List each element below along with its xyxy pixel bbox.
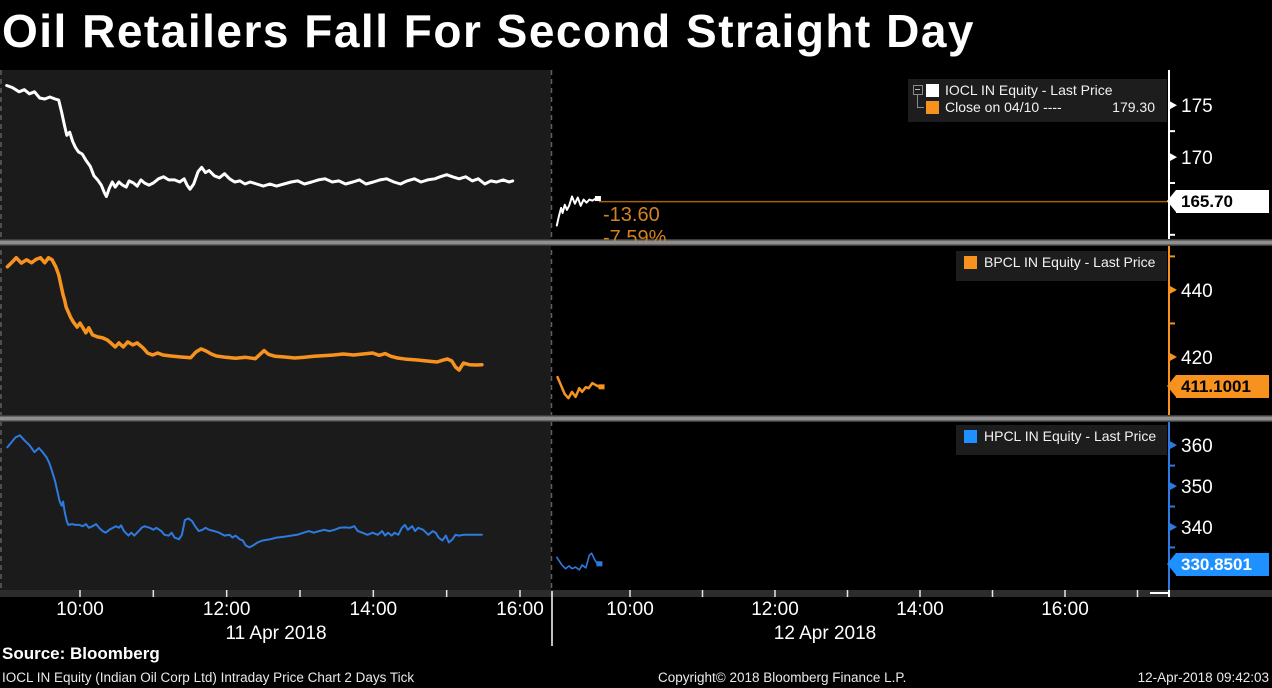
legend-tree-collapse-icon[interactable] <box>913 85 923 95</box>
time-label: 16:00 <box>496 599 544 620</box>
time-label: 14:00 <box>350 599 398 620</box>
y-tick-label: 420 <box>1181 348 1213 369</box>
y-minor-tick <box>1168 322 1175 325</box>
hour-tick <box>919 590 921 597</box>
y-minor-tick <box>1168 233 1175 236</box>
hour-tick <box>445 590 448 597</box>
price-line <box>555 195 597 227</box>
last-trade-dot <box>594 196 601 202</box>
legend-hpcl[interactable]: HPCL IN Equity - Last Price <box>956 425 1167 455</box>
panel-divider-bar <box>0 416 1272 421</box>
price-line <box>5 84 515 198</box>
y-tick-arrow-icon <box>1168 152 1177 163</box>
legend-bpcl[interactable]: BPCL IN Equity - Last Price <box>956 251 1167 281</box>
axis-corner-tick <box>1150 592 1168 594</box>
legend-tree-line <box>917 94 918 108</box>
hour-tick <box>225 590 228 597</box>
y-tick-label: 440 <box>1181 281 1213 302</box>
hour-tick <box>701 590 704 597</box>
day1-session-shade <box>0 70 551 240</box>
y-minor-tick <box>1168 181 1175 184</box>
legend-row-iocl: IOCL IN Equity - Last Price <box>908 82 1167 99</box>
axis-corner <box>1168 590 1170 597</box>
hour-tick <box>372 590 375 597</box>
y-tick-label: 360 <box>1181 436 1213 457</box>
last-trade-dot <box>598 384 605 390</box>
pct-change-label: -7.59% <box>603 226 667 241</box>
y-tick-arrow-icon <box>1168 481 1177 492</box>
iocl-last-price-badge[interactable]: 165.70 <box>1167 190 1269 214</box>
footer-chart-description: IOCL IN Equity (Indian Oil Corp Ltd) Int… <box>2 670 415 685</box>
footer-bar: IOCL IN Equity (Indian Oil Corp Ltd) Int… <box>0 668 1272 688</box>
price-line <box>6 434 483 549</box>
chart-title: Oil Retailers Fall For Second Straight D… <box>2 5 976 57</box>
hour-tick <box>152 590 155 597</box>
y-minor-tick <box>1168 130 1175 133</box>
hpcl-last-price-badge[interactable]: 330.8501 <box>1167 552 1269 576</box>
net-change-label: -13.60 <box>603 203 660 226</box>
last-trade-dot <box>596 561 603 567</box>
legend-label: HPCL IN Equity - Last Price <box>984 428 1157 444</box>
time-label: 10:00 <box>56 599 104 620</box>
date-label: 11 Apr 2018 <box>225 623 326 644</box>
y-tick-label: 175 <box>1181 96 1213 117</box>
date-label: 12 Apr 2018 <box>774 623 876 644</box>
x-axis-bar <box>0 590 1272 597</box>
legend-row-hpcl: HPCL IN Equity - Last Price <box>956 428 1167 445</box>
day1-session-shade <box>0 421 551 590</box>
legend-label: IOCL IN Equity - Last Price <box>945 82 1113 98</box>
hour-tick <box>774 590 776 597</box>
hour-tick <box>846 590 849 597</box>
y-axis-spine <box>1168 245 1170 416</box>
price-line <box>5 255 484 372</box>
close-value: 179.30 <box>1112 99 1155 115</box>
hour-tick <box>299 590 301 597</box>
footer-copyright: Copyright© 2018 Bloomberg Finance L.P. <box>658 670 907 685</box>
y-minor-tick <box>1168 546 1175 549</box>
hour-tick <box>629 590 631 597</box>
hour-tick <box>79 590 81 597</box>
y-tick-arrow-icon <box>1168 100 1177 111</box>
time-label: 12:00 <box>751 599 799 620</box>
time-label: 12:00 <box>203 599 251 620</box>
bpcl-last-price-badge[interactable]: 411.1001 <box>1167 375 1269 399</box>
source-label: Source: Bloomberg <box>2 644 160 663</box>
price-line <box>555 552 599 571</box>
legend-iocl[interactable]: IOCL IN Equity - Last Price Close on 04/… <box>908 79 1167 122</box>
y-tick-label: 170 <box>1181 148 1213 169</box>
panel1-annotation-layer: -13.60 -7.59% <box>552 70 1168 241</box>
hour-tick <box>519 590 521 597</box>
y-minor-tick <box>1168 464 1175 467</box>
y-axis-spine <box>1168 421 1170 590</box>
legend-row-close: Close on 04/10 ---- 179.30 <box>908 99 1167 116</box>
hour-tick <box>991 590 994 597</box>
panel-divider-bar <box>0 240 1272 245</box>
hour-tick <box>1136 590 1139 597</box>
legend-label: BPCL IN Equity - Last Price <box>984 254 1156 270</box>
iocl-swatch-icon <box>926 84 939 97</box>
y-tick-arrow-icon <box>1168 521 1177 532</box>
legend-tree-line <box>917 107 924 108</box>
close-swatch-icon <box>926 101 939 114</box>
hour-tick <box>1064 590 1066 597</box>
time-label: 16:00 <box>1041 599 1089 620</box>
y-tick-arrow-icon <box>1168 284 1177 295</box>
legend-label: Close on 04/10 ---- <box>945 99 1062 115</box>
y-minor-tick <box>1168 505 1175 508</box>
y-tick-arrow-icon <box>1168 440 1177 451</box>
time-label: 14:00 <box>896 599 944 620</box>
footer-timestamp: 12-Apr-2018 09:42:03 <box>1137 670 1269 685</box>
hpcl-swatch-icon <box>964 430 977 443</box>
time-label: 10:00 <box>606 599 654 620</box>
bpcl-swatch-icon <box>964 256 977 269</box>
y-tick-arrow-icon <box>1168 351 1177 362</box>
y-tick-label: 350 <box>1181 477 1213 498</box>
price-line <box>556 375 601 400</box>
y-tick-label: 340 <box>1181 518 1213 539</box>
y-minor-tick <box>1168 255 1175 258</box>
legend-row-bpcl: BPCL IN Equity - Last Price <box>956 254 1167 271</box>
